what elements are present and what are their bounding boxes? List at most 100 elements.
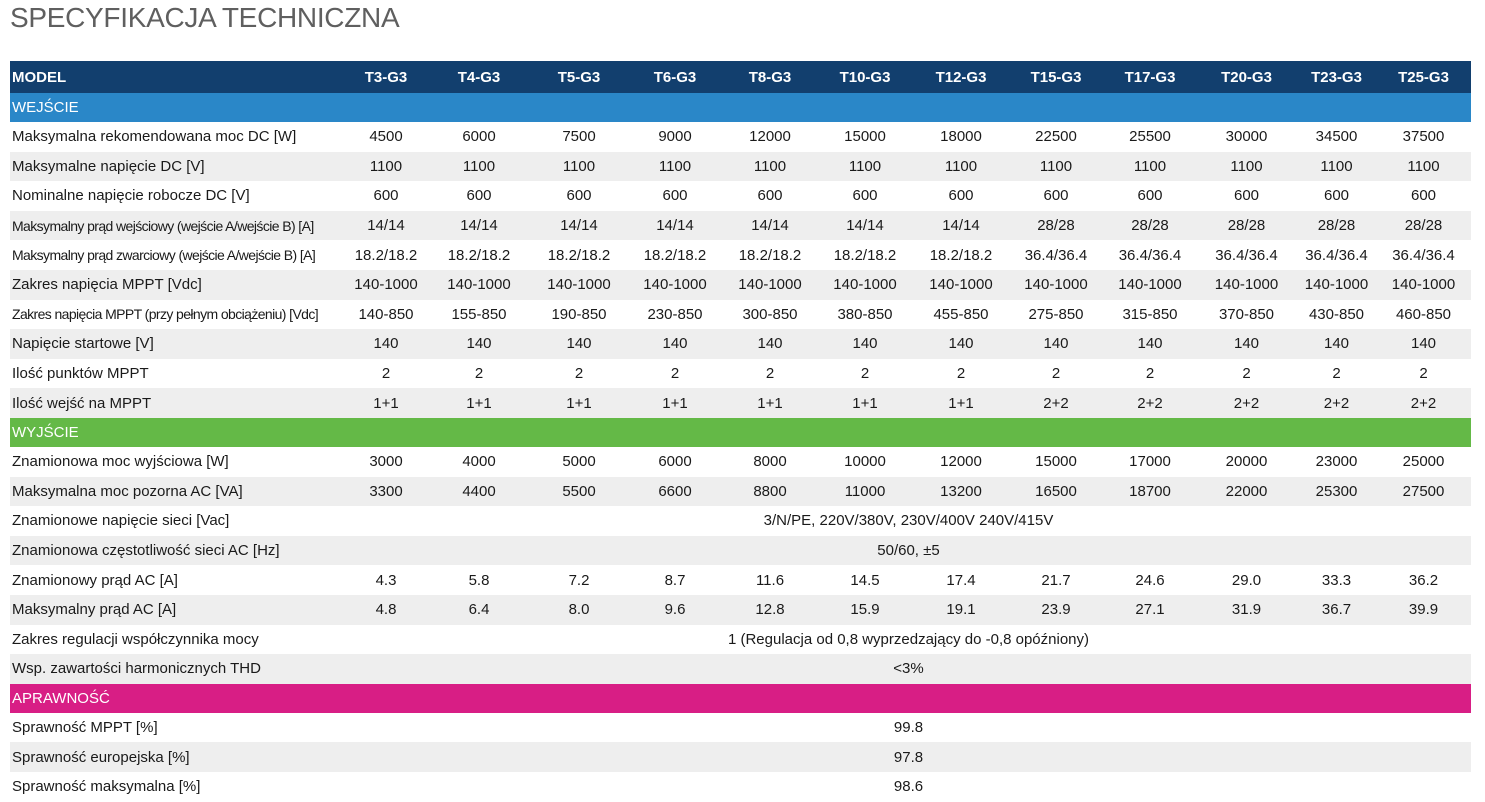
- cell-value: 4400: [462, 482, 496, 500]
- cell-value: 8.7: [664, 571, 686, 589]
- cell-value: 140-1000: [738, 276, 802, 294]
- cell-value: 600: [566, 187, 592, 205]
- cell-value: 25300: [1315, 482, 1358, 500]
- cell-value: 1+1: [948, 394, 974, 412]
- cell-value: 28/28: [1227, 217, 1266, 235]
- cell-value: 140: [373, 335, 399, 353]
- row-label: Nominalne napięcie robocze DC [V]: [12, 187, 250, 205]
- row-label: Zakres napięcia MPPT [Vdc]: [12, 276, 202, 294]
- cell-value: 2: [474, 365, 484, 383]
- cell-value: 4500: [369, 128, 403, 146]
- cell-value: 12.8: [755, 601, 785, 619]
- cell-value: 14.5: [850, 571, 880, 589]
- table-row: Znamionowa częstotliwość sieci AC [Hz] 50…: [10, 535, 1471, 566]
- cell-value: 140-1000: [354, 276, 418, 294]
- cell-value: 18.2/18.2: [833, 246, 897, 264]
- cell-value: 9000: [658, 128, 692, 146]
- cell-value: 9.6: [664, 601, 686, 619]
- table-row: Maksymalne napięcie DC [V] 1100 1100 1100 11…: [10, 151, 1471, 182]
- table-row: Zakres napięcia MPPT [Vdc] 140-1000 140-10…: [10, 269, 1471, 300]
- row-label: Napięcie startowe [V]: [12, 335, 154, 353]
- cell-value: 8.0: [568, 601, 590, 619]
- row-label: Maksymalna moc pozorna AC [VA]: [12, 482, 243, 500]
- spanning-value: 97.8: [893, 748, 924, 766]
- cell-value: 18700: [1129, 482, 1171, 500]
- table-row: Znamionowa moc wyjściowa [W] 3000 4000 5000…: [10, 447, 1471, 477]
- cell-value: 2: [765, 365, 775, 383]
- cell-value: 140-1000: [833, 276, 897, 294]
- cell-value: 8000: [753, 453, 787, 471]
- cell-value: 25500: [1129, 128, 1171, 146]
- cell-value: 6000: [462, 128, 496, 146]
- cell-value: 600: [1043, 187, 1069, 205]
- cell-value: 22000: [1225, 482, 1268, 500]
- cell-value: 315-850: [1122, 305, 1178, 323]
- cell-value: 600: [373, 187, 399, 205]
- model-header-t4-g3: T4-G3: [457, 68, 501, 86]
- model-header-t5-g3: T5-G3: [557, 68, 601, 86]
- section-header-output: WYJŚCIE: [10, 417, 1471, 447]
- cell-value: 39.9: [1408, 601, 1439, 619]
- model-header-t23-g3: T23-G3: [1311, 68, 1362, 86]
- cell-value: 11000: [844, 482, 886, 500]
- spanning-value: 50/60, ±5: [877, 542, 940, 560]
- cell-value: 36.7: [1321, 601, 1352, 619]
- table-row: Zakres regulacji współczynnika mocy 1 (Re…: [10, 625, 1471, 655]
- table-row: Sprawność europejska [%] 97.8: [10, 742, 1471, 772]
- cell-value: 33.3: [1321, 571, 1352, 589]
- cell-value: 140: [948, 335, 974, 353]
- cell-value: 600: [662, 187, 688, 205]
- cell-value: 275-850: [1028, 305, 1084, 323]
- cell-value: 2: [381, 365, 391, 383]
- cell-value: 28/28: [1404, 217, 1443, 235]
- cell-value: 1100: [658, 157, 692, 175]
- cell-value: 22500: [1035, 128, 1077, 146]
- cell-value: 23.9: [1041, 601, 1071, 619]
- section-title: WEJŚCIE: [12, 99, 79, 116]
- cell-value: 140-1000: [547, 276, 611, 294]
- cell-value: 1+1: [373, 394, 399, 412]
- cell-value: 600: [852, 187, 878, 205]
- cell-value: 15.9: [850, 601, 880, 619]
- model-header-t10-g3: T10-G3: [839, 68, 891, 86]
- cell-value: 20000: [1225, 453, 1268, 471]
- table-row: Napięcie startowe [V] 140 140 140 140 140 140 1…: [10, 329, 1471, 359]
- cell-value: 1+1: [757, 394, 783, 412]
- row-label: Maksymalny prąd wejściowy (wejście A/wej…: [12, 217, 314, 234]
- cell-value: 29.0: [1231, 571, 1262, 589]
- cell-value: 140-1000: [1214, 276, 1279, 294]
- cell-value: 140: [1410, 335, 1437, 353]
- cell-value: 430-850: [1308, 305, 1365, 323]
- cell-value: 36.4/36.4: [1392, 246, 1455, 264]
- cell-value: 1100: [462, 157, 496, 175]
- table-row: Znamionowe napięcie sieci [Vac] 3/N/PE, 2…: [10, 506, 1471, 536]
- table-header-row: MODEL T3-G3 T4-G3 T5-G3 T6-G3 T8-G3 T10-G3 T12-…: [10, 61, 1471, 93]
- cell-value: 140-1000: [1024, 276, 1088, 294]
- cell-value: 1+1: [852, 394, 878, 412]
- cell-value: 36.4/36.4: [1215, 246, 1278, 264]
- cell-value: 140: [1233, 335, 1260, 353]
- table-row: Maksymalna moc pozorna AC [VA] 3300 4400 55…: [10, 476, 1471, 507]
- cell-value: 18.2/18.2: [547, 246, 611, 264]
- table-row: Sprawność maksymalna [%] 98.6: [10, 772, 1471, 802]
- spanning-value: 1 (Regulacja od 0,8 wyprzedzający do -0,…: [727, 630, 1090, 648]
- cell-value: 16500: [1035, 482, 1077, 500]
- cell-value: 1100: [753, 157, 787, 175]
- cell-value: 14/14: [460, 217, 498, 235]
- cell-value: 190-850: [551, 305, 607, 323]
- cell-value: 18.2/18.2: [354, 246, 418, 264]
- cell-value: 17.4: [946, 571, 976, 589]
- cell-value: 1+1: [466, 394, 492, 412]
- cell-value: 23000: [1315, 453, 1358, 471]
- cell-value: 5000: [562, 453, 596, 471]
- cell-value: 230-850: [647, 305, 703, 323]
- model-header-t15-g3: T15-G3: [1030, 68, 1082, 86]
- row-label: Maksymalny prąd AC [A]: [12, 601, 177, 619]
- cell-value: 1100: [1133, 157, 1167, 175]
- cell-value: 140-850: [358, 305, 414, 323]
- section-title: WYJŚCIE: [12, 423, 79, 441]
- cell-value: 14/14: [942, 217, 980, 235]
- cell-value: 2: [1332, 365, 1341, 383]
- table-row: Nominalne napięcie robocze DC [V] 600 600 6…: [10, 181, 1471, 211]
- section-header-efficiency: APRAWNOŚĆ: [10, 683, 1471, 713]
